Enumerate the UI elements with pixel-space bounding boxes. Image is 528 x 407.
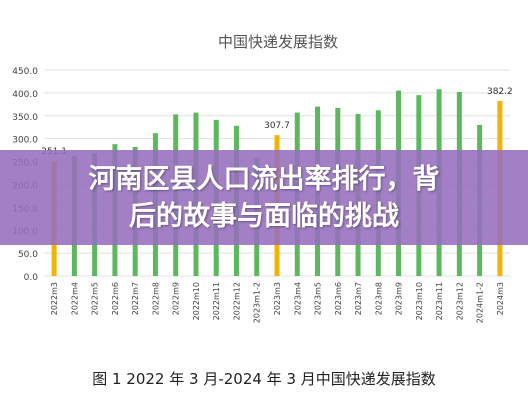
x-tick-label: 2024m1-2 <box>476 282 485 323</box>
banner-line-2: 后的故事与面临的挑战 <box>129 200 399 232</box>
y-tick-label: 300.0 <box>12 136 38 146</box>
y-tick-label: 400.0 <box>12 90 38 100</box>
banner-line-1: 河南区县人口流出率排行，背 <box>88 163 440 195</box>
x-tick-label: 2022m3 <box>50 282 59 315</box>
x-tick-label: 2022m5 <box>91 282 100 315</box>
x-tick-label: 2023m10 <box>415 282 424 320</box>
x-tick-label: 2023m9 <box>395 282 404 315</box>
y-tick-label: 350.0 <box>12 113 38 123</box>
x-tick-label: 2023m4 <box>293 282 302 315</box>
x-tick-label: 2022m8 <box>151 282 160 315</box>
x-tick-label: 2022m12 <box>232 282 241 320</box>
figure-caption: 图 1 2022 年 3 月-2024 年 3 月中国快递发展指数 <box>92 370 436 388</box>
y-tick-label: 450.0 <box>12 67 38 77</box>
x-tick-label: 2022m9 <box>172 282 181 315</box>
x-tick-label: 2022m10 <box>192 282 201 320</box>
y-tick-label: 50.0 <box>18 250 38 260</box>
x-tick-label: 2024m3 <box>496 282 505 315</box>
x-tick-label: 2023m12 <box>455 282 464 320</box>
x-tick-label: 2023m1-2 <box>253 282 262 323</box>
x-tick-label: 2023m6 <box>334 282 343 315</box>
x-tick-label: 2023m7 <box>354 282 363 315</box>
x-tick-label: 2022m4 <box>70 282 79 315</box>
x-tick-label: 2023m3 <box>273 282 282 315</box>
y-tick-label: 0.0 <box>24 273 39 283</box>
x-tick-label: 2023m11 <box>435 282 444 320</box>
x-tick-label: 2022m7 <box>131 282 140 315</box>
x-tick-label: 2022m6 <box>111 282 120 315</box>
x-tick-label: 2023m5 <box>314 282 323 315</box>
x-tick-label: 2023m8 <box>374 282 383 315</box>
data-label: 382.2 <box>487 87 513 97</box>
title-banner: 河南区县人口流出率排行，背 后的故事与面临的挑战 <box>0 150 528 245</box>
data-label: 307.7 <box>264 121 290 131</box>
chart-title: 中国快递发展指数 <box>218 33 338 51</box>
x-tick-label: 2022m11 <box>212 282 221 320</box>
